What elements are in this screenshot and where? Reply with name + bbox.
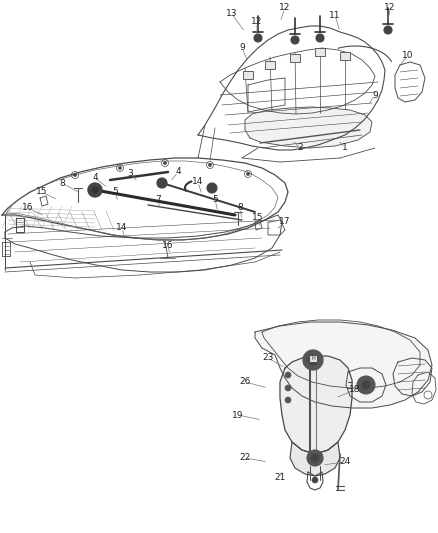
- Text: 7: 7: [155, 196, 161, 205]
- Circle shape: [357, 376, 375, 394]
- Text: 14: 14: [192, 177, 204, 187]
- Polygon shape: [290, 442, 340, 476]
- Polygon shape: [245, 107, 372, 148]
- Circle shape: [163, 161, 166, 165]
- Bar: [243, 71, 253, 79]
- Text: 18: 18: [349, 385, 361, 394]
- Text: 5: 5: [212, 196, 218, 205]
- Text: 26: 26: [239, 377, 251, 386]
- Circle shape: [247, 173, 250, 175]
- Circle shape: [316, 34, 324, 42]
- Circle shape: [285, 385, 291, 391]
- Circle shape: [285, 397, 291, 403]
- Text: 3: 3: [127, 168, 133, 177]
- Text: 2: 2: [297, 143, 303, 152]
- Text: 16: 16: [162, 240, 174, 249]
- Text: 19: 19: [232, 410, 244, 419]
- Polygon shape: [255, 322, 432, 408]
- Circle shape: [308, 355, 318, 365]
- Text: 11: 11: [329, 11, 341, 20]
- Text: 16: 16: [22, 204, 34, 213]
- Circle shape: [92, 187, 98, 193]
- Circle shape: [208, 164, 212, 166]
- Circle shape: [207, 183, 217, 193]
- Text: 8: 8: [237, 204, 243, 213]
- Text: 8: 8: [59, 179, 65, 188]
- Text: 9: 9: [239, 44, 245, 52]
- Text: 1: 1: [342, 143, 348, 152]
- Text: 13: 13: [226, 10, 238, 19]
- Text: 24: 24: [339, 457, 351, 466]
- Text: 15: 15: [36, 188, 48, 197]
- Text: 21: 21: [274, 473, 286, 482]
- Bar: [265, 61, 275, 69]
- Circle shape: [384, 26, 392, 34]
- Circle shape: [74, 174, 77, 176]
- Text: 5: 5: [112, 188, 118, 197]
- Text: 15: 15: [252, 214, 264, 222]
- Circle shape: [88, 183, 102, 197]
- Circle shape: [254, 34, 262, 42]
- Circle shape: [291, 36, 299, 44]
- Circle shape: [307, 450, 323, 466]
- Polygon shape: [280, 356, 352, 454]
- Circle shape: [285, 372, 291, 378]
- Text: 12: 12: [279, 4, 291, 12]
- Circle shape: [311, 454, 319, 462]
- Text: 14: 14: [117, 223, 128, 232]
- Circle shape: [119, 166, 121, 169]
- Text: 9: 9: [372, 91, 378, 100]
- Text: 12: 12: [384, 4, 396, 12]
- Text: 12: 12: [251, 18, 263, 27]
- Text: 10: 10: [402, 51, 414, 60]
- Bar: [309, 355, 317, 362]
- Text: 23: 23: [262, 353, 274, 362]
- Bar: [340, 52, 350, 60]
- Circle shape: [157, 178, 167, 188]
- Text: 22: 22: [240, 454, 251, 463]
- Circle shape: [303, 350, 323, 370]
- Circle shape: [312, 477, 318, 483]
- Bar: [290, 54, 300, 62]
- Bar: [315, 48, 325, 56]
- Text: H: H: [311, 356, 315, 361]
- Text: 4: 4: [92, 174, 98, 182]
- Circle shape: [362, 381, 370, 389]
- Text: 4: 4: [175, 167, 181, 176]
- Text: 17: 17: [279, 217, 291, 227]
